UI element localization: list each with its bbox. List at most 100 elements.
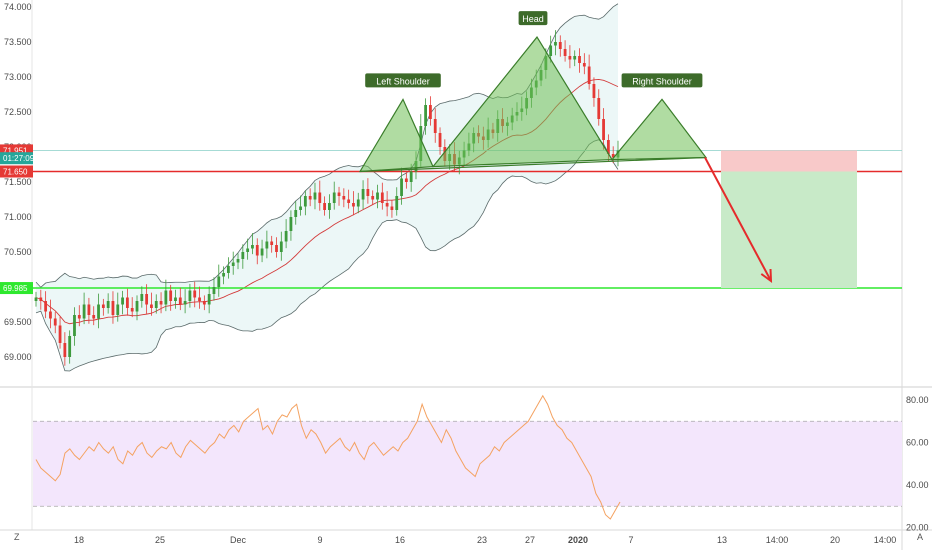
candle-body [328,203,331,210]
candle-body [135,301,139,312]
price-tag-countdown: 01:27:09 [0,152,35,165]
candle-body [573,56,577,60]
candle-body [73,315,76,336]
candle-body [178,297,182,305]
candle-body [68,336,72,357]
candle-body [121,297,124,305]
time-tick-label: 20 [830,535,840,545]
candle-body [164,290,168,305]
candle-body [332,192,336,203]
candle-body [231,262,235,266]
candle-body [554,42,557,46]
pattern-label-box [365,73,441,88]
price-tag-stop: 69.985 [0,282,33,295]
time-axis: 18 25 Dec 9 16 23 27 2020 7 13 14:00 20 14:00 [74,535,896,545]
candle-body [222,273,225,277]
candle-body [265,241,269,249]
pattern-label: Head [518,11,548,26]
candle-body [395,196,399,210]
head-triangle [431,36,614,168]
candle-body [77,315,81,319]
stop-loss-zone[interactable] [721,150,857,172]
candle-body [169,290,173,301]
candle-body [174,297,177,301]
price-tick-label: 69.000 [4,352,32,362]
candle-body [356,199,360,207]
take-profit-zone[interactable] [721,171,857,289]
time-tick-label: 2020 [568,535,588,545]
rsi-line [35,394,621,520]
pattern-label: Right Shoulder [621,73,703,88]
rsi-axis: 80.00 60.00 40.00 20.00 [906,395,929,533]
candle-body [279,241,283,252]
candle-body [294,210,298,217]
candle-body [299,206,302,210]
candle-body [92,315,96,319]
price-tick-label: 73.500 [4,37,32,47]
candle-body [111,301,115,315]
candle-body [154,301,158,308]
candle-body [347,199,351,203]
candle-body [188,290,192,301]
price-tag-box [0,165,33,178]
pattern-label-box [518,11,548,26]
candle-body [371,196,375,200]
candle-body [352,203,355,207]
candle-body [183,301,187,305]
candle-body [53,318,57,326]
candle-body [63,343,67,357]
candle-body [275,245,278,252]
candle-body [323,203,326,210]
candle-body [246,248,250,252]
rsi-tick-label: 40.00 [906,480,929,490]
time-tick-label: 23 [477,535,487,545]
candle-body [582,63,586,67]
candle-body [366,189,370,196]
price-tick-label: 73.000 [4,72,32,82]
candle-body [87,304,91,315]
candle-body [404,178,408,182]
candle-body [44,301,48,312]
time-tick-label: 7 [628,535,633,545]
time-tick-label: 18 [74,535,84,545]
time-tick-label: 9 [317,535,322,545]
candle-body [592,84,596,98]
auto-scale-button[interactable]: A [917,532,924,542]
pattern-label-box [621,73,703,88]
candle-body [202,301,206,305]
candle-body [116,304,120,315]
time-tick-label: 25 [155,535,165,545]
candle-body [130,308,134,312]
candle-body [337,192,341,196]
candle-body [376,192,379,200]
candle-body [289,217,293,231]
forecast-arrow-head [760,268,773,284]
price-tag-box [0,282,33,295]
rsi-tick-label: 80.00 [906,395,929,405]
candle-body [611,154,615,158]
price-tick-label: 71.000 [4,212,32,222]
pattern-label: Left Shoulder [365,73,441,88]
price-tag-target: 71.650 [0,165,33,178]
candle-body [303,196,307,207]
candle-body [602,119,605,140]
price-tick-label: 74.000 [4,2,32,12]
price-tick-label: 72.500 [4,107,32,117]
candle-body [236,259,240,263]
candle-body [140,294,144,301]
candle-body [101,304,105,308]
candle-body [270,241,274,245]
candle-body [260,248,264,256]
price-tag-box [0,152,33,165]
time-tick-label: 16 [395,535,405,545]
pattern-label-text: Left Shoulder [376,76,430,86]
candle-body [563,49,567,56]
candle-body [568,56,572,60]
time-tick-label: Dec [230,535,247,545]
candle-body [361,189,365,200]
right-shoulder-triangle [610,98,708,161]
zoom-button[interactable]: Z [14,532,20,542]
candle-body [58,325,62,343]
